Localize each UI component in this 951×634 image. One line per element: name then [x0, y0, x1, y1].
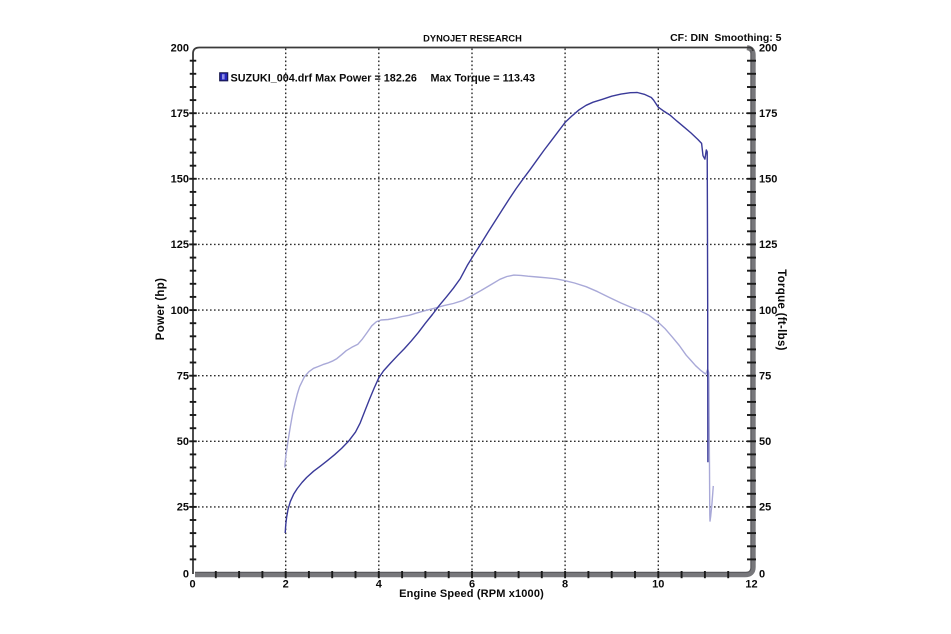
- svg-text:100: 100: [759, 305, 777, 317]
- svg-text:75: 75: [759, 371, 771, 383]
- svg-text:125: 125: [171, 239, 189, 251]
- svg-text:8: 8: [562, 579, 568, 591]
- svg-text:200: 200: [759, 42, 777, 54]
- svg-text:100: 100: [171, 305, 189, 317]
- svg-text:0: 0: [189, 579, 195, 591]
- svg-text:0: 0: [759, 569, 765, 581]
- svg-text:Torque (ft-lbs): Torque (ft-lbs): [775, 269, 787, 351]
- svg-text:Power (hp): Power (hp): [155, 278, 167, 340]
- svg-text:Engine Speed (RPM x1000): Engine Speed (RPM x1000): [399, 588, 544, 600]
- svg-text:Max Torque = 113.43: Max Torque = 113.43: [431, 73, 536, 85]
- svg-text:150: 150: [759, 174, 777, 186]
- svg-text:10: 10: [652, 579, 664, 591]
- svg-text:2: 2: [283, 579, 289, 591]
- svg-text:175: 175: [171, 108, 189, 120]
- svg-text:4: 4: [376, 579, 383, 591]
- svg-text:125: 125: [759, 239, 777, 251]
- svg-text:25: 25: [759, 502, 771, 514]
- svg-text:DYNOJET RESEARCH: DYNOJET RESEARCH: [423, 33, 522, 43]
- svg-text:75: 75: [177, 371, 189, 383]
- svg-text:SUZUKI_004.drf Max Power = 182: SUZUKI_004.drf Max Power = 182.26: [231, 73, 417, 85]
- svg-text:200: 200: [171, 42, 189, 54]
- svg-text:CF: DIN Smoothing: 5: CF: DIN Smoothing: 5: [670, 32, 782, 44]
- svg-text:50: 50: [759, 436, 771, 448]
- svg-text:50: 50: [177, 436, 189, 448]
- svg-text:150: 150: [171, 174, 189, 186]
- svg-text:25: 25: [177, 502, 189, 514]
- svg-text:12: 12: [745, 579, 757, 591]
- svg-text:175: 175: [759, 108, 777, 120]
- svg-text:0: 0: [183, 569, 189, 581]
- svg-text:6: 6: [469, 579, 475, 591]
